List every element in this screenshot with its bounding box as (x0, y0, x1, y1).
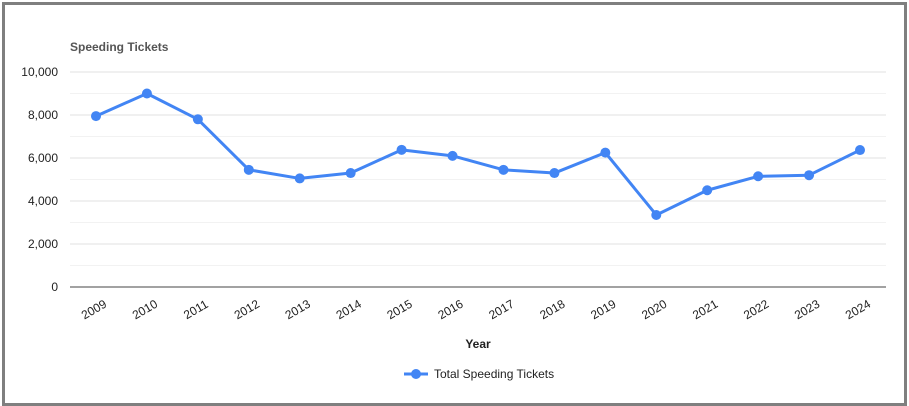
series-line (95, 92, 861, 217)
x-tick-label: 2012 (232, 297, 262, 323)
x-axis: 2009 2010 2011 2012 2013 2014 2015 2016 2017 2018… (79, 297, 873, 323)
x-tick-label: 2010 (130, 297, 160, 323)
data-point[interactable] (396, 144, 407, 155)
gridlines (70, 71, 886, 288)
y-tick-label: 4,000 (28, 194, 58, 208)
x-tick-label: 2014 (334, 297, 364, 323)
x-tick-label: 2011 (181, 297, 211, 322)
data-point[interactable] (549, 168, 560, 179)
data-point[interactable] (855, 145, 865, 156)
x-tick-label: 2018 (537, 297, 567, 323)
data-point[interactable] (91, 111, 101, 122)
series-group (91, 88, 865, 220)
x-tick-label: 2019 (588, 297, 618, 323)
y-tick-label: 10,000 (21, 65, 58, 79)
legend-label: Total Speeding Tickets (434, 367, 554, 381)
x-tick-label: 2020 (639, 297, 669, 323)
x-tick-label: 2017 (486, 297, 516, 323)
legend: Total Speeding Tickets (404, 367, 554, 381)
x-tick-label: 2009 (79, 297, 109, 323)
y-tick-label: 2,000 (28, 237, 58, 251)
data-point[interactable] (141, 88, 152, 99)
x-tick-label: 2023 (792, 297, 822, 323)
x-tick-label: 2016 (435, 297, 465, 323)
x-tick-label: 2013 (283, 297, 313, 323)
y-axis: 0 2,000 4,000 6,000 8,000 10,000 (21, 65, 58, 294)
data-point[interactable] (294, 173, 305, 184)
data-point[interactable] (345, 168, 356, 179)
data-point[interactable] (600, 147, 611, 158)
y-tick-label: 8,000 (28, 108, 58, 122)
data-point[interactable] (192, 114, 203, 125)
data-point[interactable] (651, 209, 662, 220)
data-point[interactable] (447, 150, 458, 161)
data-point[interactable] (804, 170, 815, 181)
x-tick-label: 2015 (385, 297, 415, 323)
x-tick-label: 2024 (843, 297, 873, 323)
chart-title: Speeding Tickets (70, 40, 169, 54)
data-point[interactable] (753, 171, 764, 182)
legend-marker (411, 369, 421, 379)
x-tick-label: 2021 (690, 297, 720, 323)
y-tick-label: 0 (51, 280, 58, 294)
y-tick-label: 6,000 (28, 151, 58, 165)
x-tick-label: 2022 (741, 297, 771, 323)
x-axis-title: Year (465, 337, 491, 351)
data-point[interactable] (243, 164, 254, 175)
data-point[interactable] (702, 185, 713, 196)
data-point[interactable] (498, 164, 509, 175)
